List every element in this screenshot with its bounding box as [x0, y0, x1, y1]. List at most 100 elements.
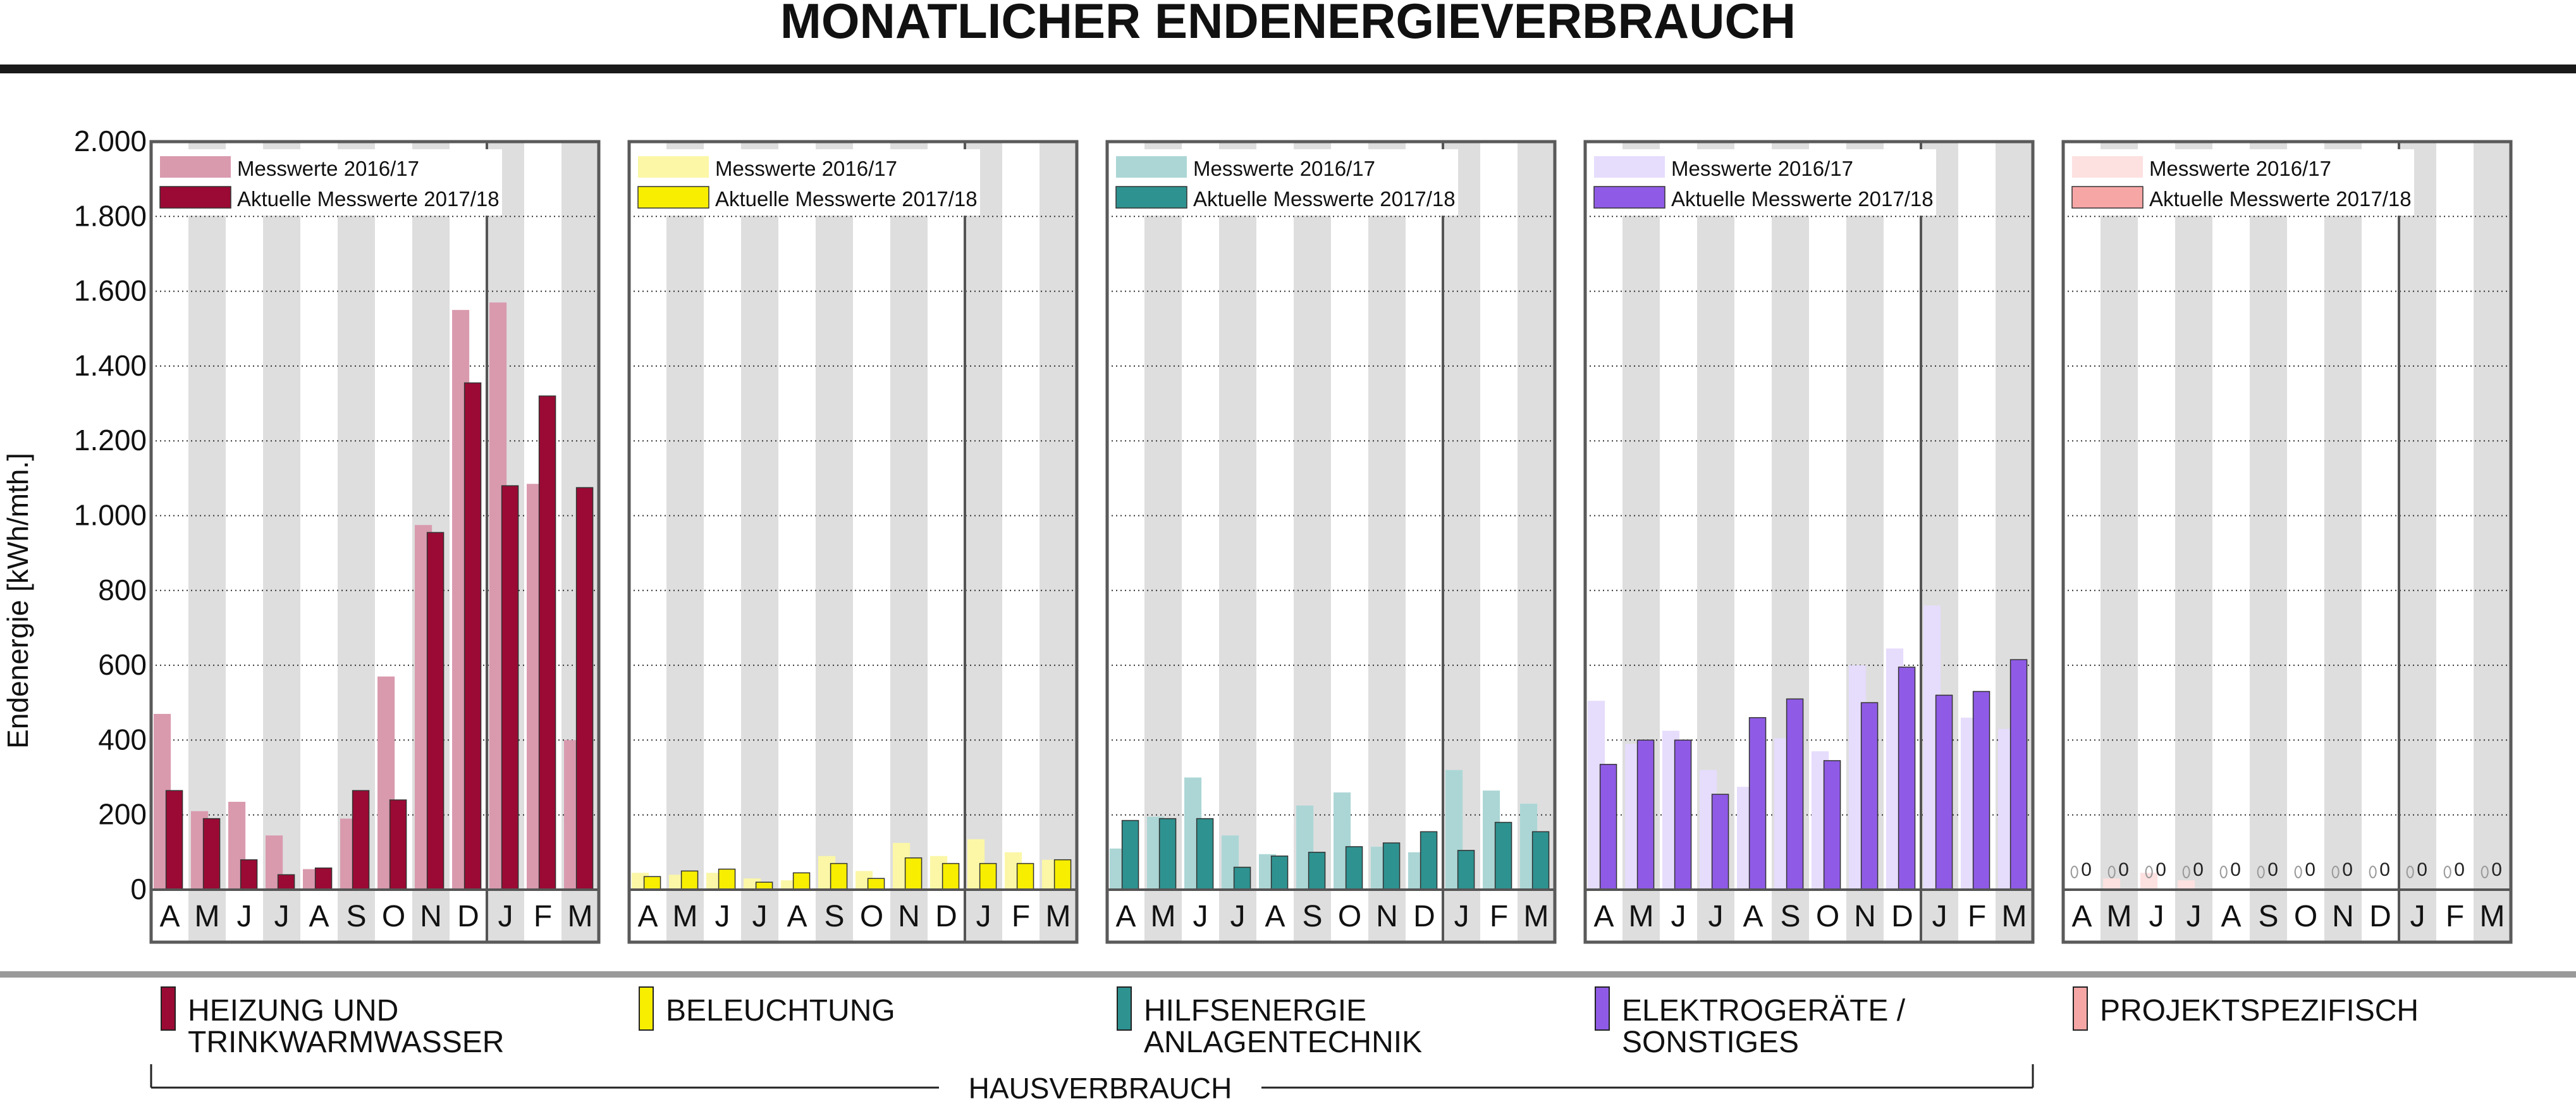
category-swatch — [161, 986, 176, 1031]
bar-current — [1531, 831, 1550, 890]
x-tick-label: O — [1816, 900, 1839, 933]
x-tick-label: S — [1302, 900, 1322, 933]
x-tick-label: D — [935, 900, 957, 933]
legend-label-previous: Messwerte 2016/17 — [1193, 157, 1375, 180]
x-tick-label: A — [1265, 900, 1285, 933]
column-shade — [1040, 142, 1077, 942]
x-tick-label: A — [309, 900, 329, 933]
legend-label-previous: Messwerte 2016/17 — [1671, 157, 1853, 180]
bar-current — [202, 818, 221, 890]
legend-swatch-current — [1115, 186, 1187, 209]
category-swatch — [1117, 986, 1132, 1031]
x-tick-label: M — [1524, 900, 1549, 933]
bar-current — [1711, 794, 1729, 890]
category-label: HEIZUNG UND — [188, 994, 398, 1028]
legend-swatch-previous — [638, 156, 709, 178]
bar-current — [792, 872, 811, 890]
x-tick-label: A — [1593, 900, 1614, 933]
column-shade — [2101, 142, 2138, 942]
bar-current — [1935, 694, 1953, 890]
y-tick-label: 200 — [98, 798, 147, 831]
legend-swatch-current — [1593, 186, 1665, 209]
bar-current — [904, 857, 923, 890]
zero-marker — [2481, 866, 2489, 878]
bar-current — [352, 790, 370, 890]
panel-frame — [1105, 140, 1557, 944]
legend-label-previous: Messwerte 2016/17 — [2149, 157, 2331, 180]
column-shade — [666, 142, 704, 942]
value-label: 0 — [2267, 859, 2278, 880]
bar-current — [1233, 866, 1251, 890]
x-tick-label: M — [1151, 900, 1176, 933]
x-tick-label: M — [568, 900, 593, 933]
zero-marker — [2182, 866, 2190, 878]
x-tick-label: O — [2294, 900, 2317, 933]
bar-current — [277, 874, 295, 890]
x-tick-label: M — [673, 900, 698, 933]
x-tick-label: J — [1708, 900, 1724, 933]
bar-previous — [2140, 873, 2158, 890]
x-tick-label: J — [237, 900, 252, 933]
x-tick-label: N — [420, 900, 442, 933]
y-tick-label: 1.600 — [74, 274, 147, 307]
bar-current — [575, 487, 594, 890]
y-tick-label: 600 — [98, 648, 147, 681]
x-tick-label: J — [2149, 900, 2164, 933]
bar-current — [1823, 760, 1841, 890]
chart-title: MONATLICHER ENDENERGIEVERBRAUCH — [780, 0, 1796, 49]
bar-current — [389, 799, 407, 890]
bar-current — [1860, 702, 1879, 890]
category-label: HILFSENERGIE — [1144, 994, 1366, 1028]
category-swatch — [1595, 986, 1610, 1031]
legend-swatch-current — [637, 186, 709, 209]
legend-swatch-previous — [2072, 156, 2143, 178]
y-tick-label: 1.200 — [74, 424, 147, 457]
column-shade — [2474, 142, 2511, 942]
x-tick-label: M — [2107, 900, 2132, 933]
category-label: SONSTIGES — [1622, 1026, 1799, 1059]
x-tick-label: M — [1629, 900, 1654, 933]
bar-current — [426, 532, 445, 890]
y-tick-label: 1.000 — [74, 499, 147, 532]
legend-swatch-previous — [1594, 156, 1665, 178]
legend-swatch-previous — [160, 156, 231, 178]
x-tick-label: F — [534, 900, 552, 933]
value-label: 0 — [2118, 859, 2129, 880]
x-tick-label: F — [2446, 900, 2464, 933]
zero-marker — [2406, 866, 2414, 878]
x-tick-label: D — [457, 900, 479, 933]
legend-label-current: Aktuelle Messwerte 2017/18 — [1193, 187, 1456, 211]
legend-label-current: Aktuelle Messwerte 2017/18 — [2149, 187, 2412, 211]
zero-marker — [2219, 866, 2228, 878]
x-tick-label: N — [2332, 900, 2354, 933]
x-tick-label: D — [2369, 900, 2391, 933]
column-shade — [1368, 142, 1406, 942]
x-tick-label: J — [976, 900, 991, 933]
y-tick-label: 0 — [130, 873, 147, 905]
bar-current — [501, 485, 519, 890]
title-rule — [0, 64, 2576, 73]
value-label: 0 — [2230, 859, 2241, 880]
y-tick-label: 1.400 — [74, 349, 147, 382]
legend-label-current: Aktuelle Messwerte 2017/18 — [715, 187, 978, 211]
legend-swatch-current — [159, 186, 231, 209]
bar-current — [1196, 818, 1214, 890]
bar-current — [941, 862, 960, 890]
bar-current — [1308, 852, 1326, 890]
category-label: PROJEKTSPEZIFISCH — [2100, 994, 2419, 1028]
zero-marker — [2443, 866, 2451, 878]
value-label: 0 — [2454, 859, 2465, 880]
x-tick-label: N — [1376, 900, 1398, 933]
legend-swatch-current — [2071, 186, 2144, 209]
zero-marker — [2070, 866, 2078, 878]
column-shade — [263, 142, 300, 942]
bar-current — [314, 867, 333, 890]
x-tick-label: S — [824, 900, 844, 933]
legend-divider — [0, 971, 2576, 978]
bar-current — [979, 862, 997, 890]
bar-current — [1457, 850, 1475, 890]
